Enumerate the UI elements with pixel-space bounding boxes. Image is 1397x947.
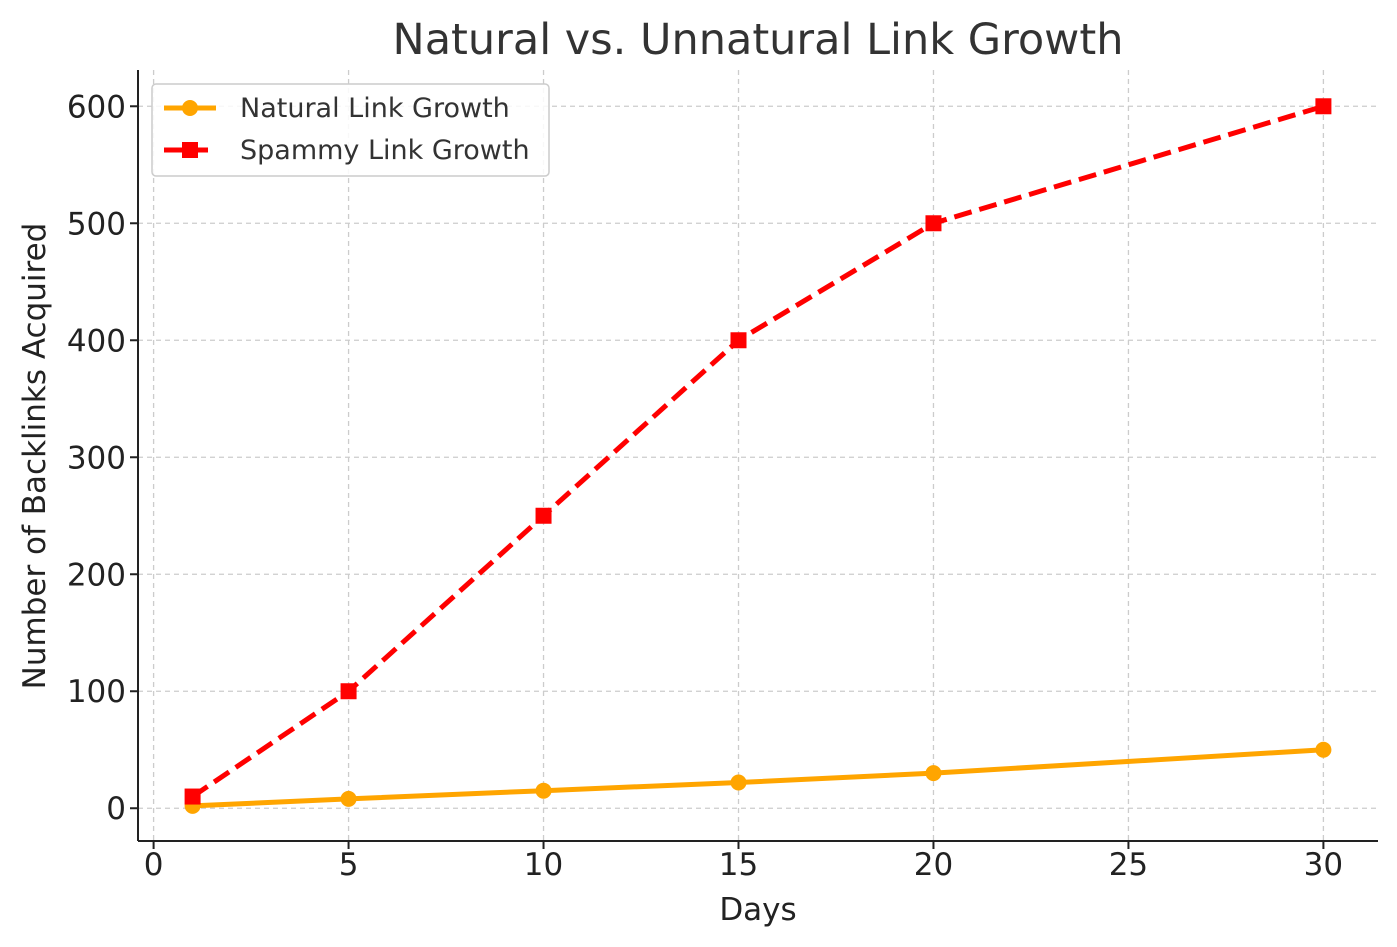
x-tick-label: 30 <box>1304 847 1343 883</box>
data-point-square <box>340 683 357 700</box>
data-point-circle <box>1315 741 1332 758</box>
series-lines <box>184 98 1332 814</box>
y-tick-label: 600 <box>67 89 126 125</box>
y-tick-label: 500 <box>67 206 126 242</box>
data-point-circle <box>340 790 357 807</box>
y-axis-label: Number of Backlinks Acquired <box>17 223 53 690</box>
y-ticks: 0 100 200 300 400 500 600 <box>67 89 138 827</box>
y-tick-label: 0 <box>106 791 126 827</box>
legend-box <box>151 83 550 177</box>
x-tick-label: 5 <box>339 847 359 883</box>
x-axis-label: Days <box>719 892 796 928</box>
legend-label: Natural Link Growth <box>240 93 510 124</box>
x-tick-label: 15 <box>719 847 758 883</box>
x-tick-label: 0 <box>144 847 164 883</box>
data-point-circle <box>925 765 942 782</box>
y-tick-label: 100 <box>67 674 126 710</box>
data-point-circle <box>730 774 747 791</box>
x-ticks: 0 5 10 15 20 25 30 <box>144 841 1343 883</box>
data-point-square <box>184 788 201 805</box>
series-line-1 <box>191 103 1325 799</box>
legend-label: Spammy Link Growth <box>240 135 530 166</box>
y-tick-label: 400 <box>67 323 126 359</box>
data-point-square <box>925 215 942 232</box>
grid-lines <box>138 70 1378 841</box>
axes <box>137 70 1378 842</box>
y-tick-label: 200 <box>67 557 126 593</box>
y-tick-label: 300 <box>67 440 126 476</box>
legend: Natural Link Growth Spammy Link Growth <box>151 83 550 177</box>
legend-swatch-marker <box>182 142 198 158</box>
data-point-square <box>535 507 552 524</box>
x-tick-label: 20 <box>914 847 953 883</box>
x-tick-label: 10 <box>524 847 563 883</box>
series-line-0 <box>192 747 1324 809</box>
chart-title: Natural vs. Unnatural Link Growth <box>393 15 1124 65</box>
data-point-circle <box>535 782 552 799</box>
legend-swatch-marker <box>182 100 198 116</box>
x-tick-label: 25 <box>1109 847 1148 883</box>
data-point-square <box>1315 98 1332 115</box>
data-point-square <box>730 332 747 349</box>
